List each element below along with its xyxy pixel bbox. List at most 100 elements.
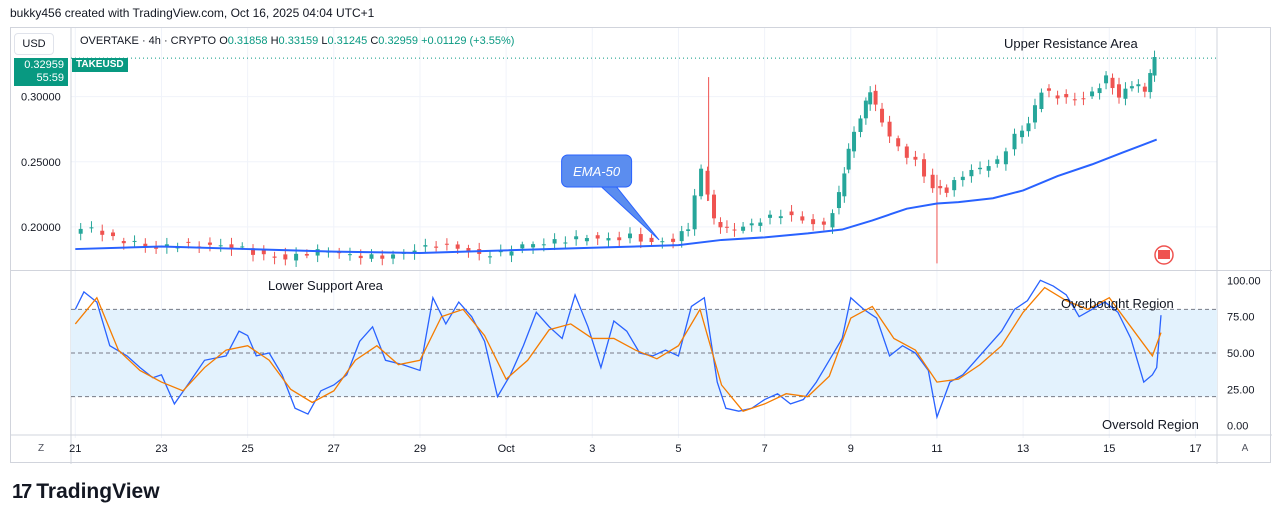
candle-body (732, 229, 737, 231)
time-tick-label: 17 (1189, 443, 1201, 455)
rsi-tick-label: 75.00 (1227, 312, 1255, 324)
candle-body (240, 246, 245, 248)
candle-body (944, 187, 949, 193)
candle-body (800, 216, 805, 221)
candle-body (1148, 73, 1153, 93)
time-tick-label: 9 (848, 443, 854, 455)
candle-body (121, 241, 126, 244)
candle-body (830, 213, 835, 228)
candle-body (692, 195, 697, 230)
chart-svg[interactable]: 0.30000 0.25000 0.20000 EMA-50 Upper Resista… (11, 28, 1272, 464)
candle-body (423, 245, 428, 247)
candle-body (1110, 77, 1115, 89)
candle-body (768, 214, 773, 218)
candle-body (679, 231, 684, 242)
time-tick-label: 23 (155, 443, 167, 455)
high-value: 0.33159 (278, 35, 319, 47)
lower-support-label: Lower Support Area (268, 278, 384, 293)
candle-body (1020, 130, 1025, 138)
candle-body (811, 219, 816, 225)
candle-body (627, 233, 632, 239)
time-tick-label: 13 (1017, 443, 1029, 455)
candle-body (1123, 88, 1128, 99)
ema-callout-pointer (600, 186, 660, 241)
time-tick-label: Oct (498, 443, 515, 455)
candle-body (1129, 86, 1134, 89)
candle-body (789, 211, 794, 216)
currency-button[interactable]: USD (14, 33, 54, 55)
candle-body (1097, 88, 1102, 94)
candle-body (89, 227, 94, 229)
price-tick-label: 0.20000 (21, 222, 61, 234)
time-tick-label: 21 (69, 443, 81, 455)
candle-body (1104, 75, 1109, 84)
candle-body (1032, 105, 1037, 123)
candle-body (111, 232, 116, 237)
chart-frame: 0.30000 0.25000 0.20000 EMA-50 Upper Resista… (10, 27, 1272, 464)
rsi-tick-label: 50.00 (1227, 348, 1255, 360)
candle-body (347, 254, 352, 256)
price-tick-label: 0.30000 (21, 92, 61, 104)
candle-body (821, 221, 826, 225)
candle-body (995, 159, 1000, 164)
overbought-region-label: Overbought Region (1061, 296, 1174, 311)
candle-body (207, 242, 212, 245)
candle-body (1046, 88, 1051, 91)
candle-body (1003, 151, 1008, 165)
candle-body (315, 249, 320, 256)
candle-body (836, 192, 841, 209)
ema-callout-box (561, 154, 633, 188)
candle-body (272, 256, 277, 258)
candle-body (930, 174, 935, 189)
candle-body (1081, 98, 1086, 100)
candle-body (584, 238, 589, 242)
close-value: 0.32959 (378, 35, 419, 47)
open-value: 0.31858 (227, 35, 268, 47)
candle-body (100, 230, 105, 235)
ema-50-line (75, 138, 1158, 254)
time-tick-label: 5 (675, 443, 681, 455)
candle-body (229, 244, 234, 250)
candle-body (154, 247, 159, 249)
tradingview-logo: 17 TradingView (12, 480, 160, 504)
candle-body (904, 146, 909, 158)
candle-body (552, 239, 557, 244)
candle-body (143, 243, 148, 247)
candle-body (1116, 84, 1121, 98)
candle-body (880, 108, 885, 123)
candle-body (671, 238, 676, 242)
candle-body (705, 170, 710, 195)
candle-body (617, 237, 622, 241)
candle-body (858, 118, 863, 132)
time-tick-label: 15 (1103, 443, 1115, 455)
candle-body (466, 248, 471, 252)
auto-scale-button[interactable]: A (1241, 443, 1249, 454)
candle-body (778, 216, 783, 219)
tradingview-logo-icon: 17 (12, 480, 32, 503)
time-tick-label: 29 (414, 443, 426, 455)
ohlc-legend: OVERTAKE · 4h · CRYPTO O0.31858 H0.33159… (80, 35, 514, 47)
candle-body (444, 243, 449, 245)
time-tick-label: 11 (931, 443, 942, 455)
bar-countdown: 55:59 (36, 72, 64, 84)
candle-body (606, 238, 611, 241)
candle-body (938, 186, 943, 189)
zoom-reset-button[interactable]: Z (37, 443, 45, 454)
candle-body (595, 235, 600, 239)
candle-body (358, 255, 363, 259)
candle-body (699, 168, 704, 197)
candle-body (1026, 123, 1031, 132)
candle-body (960, 176, 965, 181)
candle-body (758, 222, 763, 226)
candle-body (873, 90, 878, 105)
candle-body (283, 254, 288, 260)
candle-body (922, 159, 927, 177)
candle-body (638, 234, 643, 242)
us-flag-icon-stripes (1158, 250, 1170, 259)
close-label: C (370, 35, 379, 47)
candle-body (649, 237, 654, 243)
candle-body (369, 254, 374, 259)
low-label: L (321, 35, 328, 47)
symbol-label[interactable]: OVERTAKE · 4h · CRYPTO (80, 35, 217, 47)
candle-body (132, 240, 137, 242)
